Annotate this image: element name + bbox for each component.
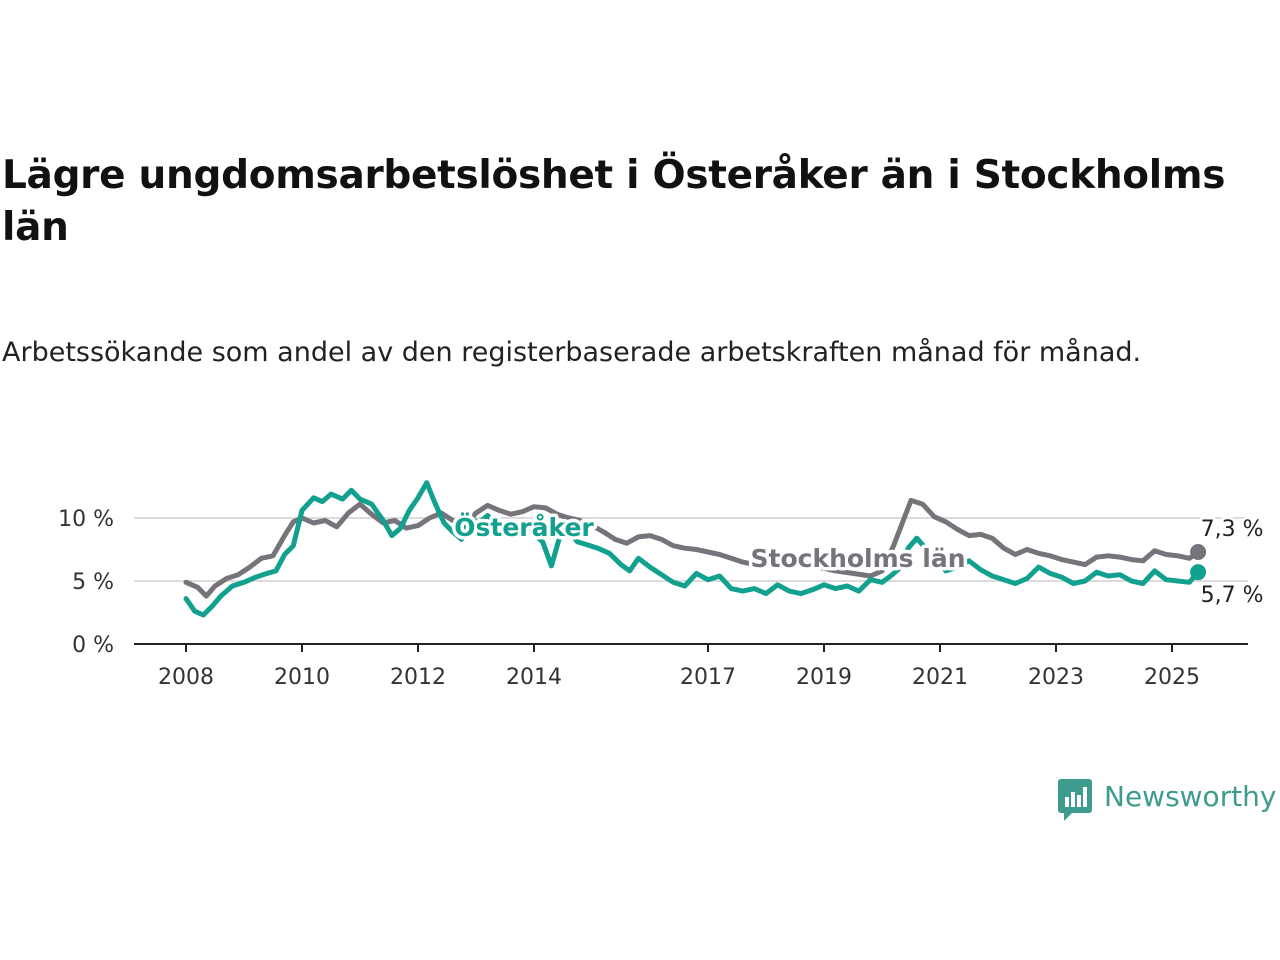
x-tick-label: 2021 bbox=[912, 665, 968, 690]
y-axis-tick-labels: 0 % 5 % 10 % bbox=[58, 507, 114, 658]
y-tick-label: 10 % bbox=[58, 507, 114, 532]
x-tick-label: 2008 bbox=[158, 665, 214, 690]
x-tick-label: 2010 bbox=[274, 665, 330, 690]
newsworthy-logo-icon bbox=[1058, 779, 1092, 821]
x-tick-label: 2017 bbox=[680, 665, 736, 690]
x-tick-label: 2023 bbox=[1028, 665, 1084, 690]
x-tick-label: 2019 bbox=[796, 665, 852, 690]
x-tick-label: 2025 bbox=[1144, 665, 1200, 690]
brand-name: Newsworthy bbox=[1104, 779, 1277, 813]
end-markers: 7,3 % 5,7 % bbox=[1190, 515, 1266, 611]
y-tick-label: 0 % bbox=[72, 633, 114, 658]
series-label-österåker: Österåker bbox=[454, 512, 594, 542]
page-title: Lägre ungdomsarbetslöshet i Österåker än… bbox=[2, 153, 1226, 250]
end-point-stockholms-län bbox=[1190, 544, 1207, 561]
end-label-österåker: 5,7 % bbox=[1201, 583, 1264, 608]
brand-logo: Newsworthy bbox=[1058, 774, 1277, 821]
series-line-österåker bbox=[183, 480, 1201, 618]
line-chart: 0 %5 %10 % 2008 2010 2012 2014 2017 2019 2021 2… bbox=[58, 480, 1266, 690]
series-line-stockholms-län bbox=[183, 497, 1201, 599]
x-tick-label: 2012 bbox=[390, 665, 446, 690]
end-point-österåker bbox=[1190, 564, 1207, 581]
end-label-stockholms-län: 7,3 % bbox=[1201, 517, 1264, 542]
x-axis: 2008 2010 2012 2014 2017 2019 2021 2023 2025 bbox=[134, 643, 1248, 690]
y-tick-label: 5 % bbox=[72, 570, 114, 595]
series-label-stockholms-län: Stockholms län bbox=[751, 544, 966, 573]
series-labels: Stockholms län Österåker bbox=[451, 509, 969, 577]
series-lines bbox=[183, 480, 1201, 618]
x-tick-label: 2014 bbox=[506, 665, 562, 690]
page-subtitle: Arbetssökande som andel av den registerb… bbox=[2, 337, 1142, 368]
